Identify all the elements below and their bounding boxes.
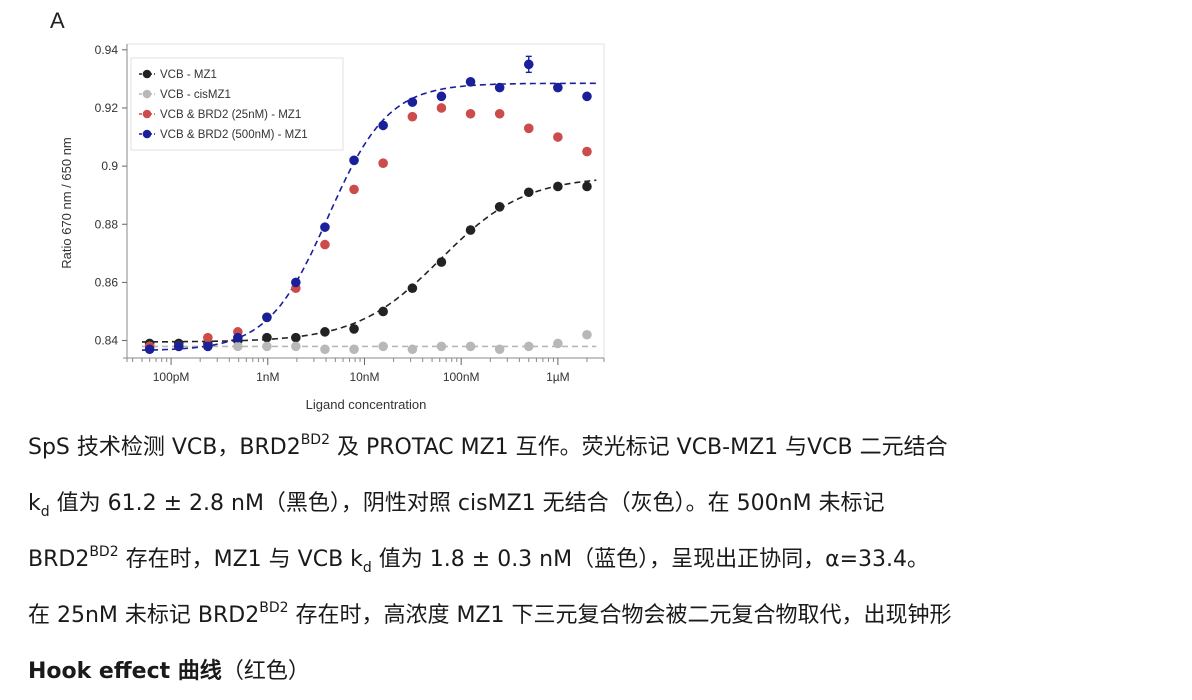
data-point-vcb-cismz1: [378, 341, 388, 352]
data-point-vcb-mz1: [320, 327, 330, 337]
data-point-vcb-brd2-500nm-mz1: [465, 76, 476, 87]
data-point-vcb-brd2-25nm-mz1: [436, 103, 447, 113]
caption-line-3: BRD2BD2 存在时，MZ1 与 VCB kd 值为 1.8 ± 0.3 nM…: [28, 544, 930, 576]
data-point-vcb-brd2-25nm-mz1: [203, 332, 213, 343]
figure-caption: SpS 技术检测 VCB，BRD2BD2 及 PROTAC MZ1 互作。荧光标…: [28, 420, 1178, 700]
data-point-vcb-brd2-500nm-mz1: [407, 97, 418, 107]
legend-swatch-marker: [142, 109, 152, 119]
data-point-vcb-brd2-500nm-mz1: [349, 155, 359, 166]
data-point-vcb-brd2-500nm-mz1: [582, 91, 592, 102]
dose-response-chart: 0.84 0.86 0.88 0.9 0.92 0.94 100pM 1nM 10nM 100nM…: [59, 43, 605, 412]
data-point-vcb-brd2-25nm-mz1: [349, 184, 359, 195]
data-point-vcb-mz1: [436, 257, 447, 267]
data-point-vcb-cismz1: [233, 341, 243, 352]
data-point-vcb-brd2-500nm-mz1: [494, 82, 505, 93]
caption-line-1: SpS 技术检测 VCB，BRD2BD2 及 PROTAC MZ1 互作。荧光标…: [28, 432, 948, 460]
legend-swatch-marker: [142, 129, 152, 139]
data-point-vcb-cismz1: [320, 344, 330, 355]
data-point-vcb-brd2-500nm-mz1: [203, 341, 213, 352]
fit-curve-vcb-brd2-500nm-mz1: [141, 82, 597, 351]
data-point-vcb-brd2-500nm-mz1: [553, 82, 563, 93]
data-point-vcb-brd2-500nm-mz1: [144, 344, 155, 355]
data-point-vcb-cismz1: [553, 338, 563, 349]
legend-label: VCB & BRD2 (25nM) - MZ1: [160, 109, 301, 121]
data-point-vcb-cismz1: [494, 344, 505, 355]
data-point-vcb-brd2-25nm-mz1: [378, 158, 388, 169]
caption-line-5: Hook effect 曲线（红色）: [28, 659, 310, 684]
data-point-vcb-mz1: [407, 283, 418, 294]
caption-line-4: 在 25nM 未标记 BRD2BD2 存在时，高浓度 MZ1 下三元复合物会被二…: [28, 600, 952, 628]
data-point-vcb-mz1: [523, 187, 534, 198]
y-axis-label: Ratio 670 nm / 650 nm: [59, 137, 74, 269]
data-point-vcb-mz1: [378, 306, 388, 317]
x-tick-label: 1µM: [546, 370, 570, 384]
data-point-vcb-brd2-25nm-mz1: [320, 239, 330, 250]
data-point-vcb-cismz1: [523, 341, 534, 352]
data-point-vcb-cismz1: [262, 341, 272, 352]
x-tick-label: 10nM: [349, 370, 379, 384]
panel-label: A: [50, 8, 65, 33]
y-tick-label: 0.88: [95, 217, 119, 231]
data-point-vcb-brd2-500nm-mz1: [291, 277, 301, 288]
data-point-vcb-brd2-500nm-mz1: [378, 120, 388, 131]
data-point-vcb-mz1: [465, 225, 476, 235]
y-tick-label: 0.92: [95, 101, 119, 115]
data-point-vcb-brd2-500nm-mz1: [436, 91, 447, 102]
data-point-vcb-cismz1: [582, 329, 592, 340]
legend-box: [130, 57, 344, 151]
data-point-vcb-mz1: [291, 332, 301, 343]
y-tick-label: 0.84: [95, 334, 119, 348]
legend-label: VCB - MZ1: [160, 69, 217, 81]
data-point-vcb-brd2-500nm-mz1: [173, 341, 184, 352]
legend-label: VCB & BRD2 (500nM) - MZ1: [160, 129, 308, 141]
data-point-vcb-brd2-25nm-mz1: [523, 123, 534, 134]
data-point-vcb-mz1: [582, 181, 592, 192]
y-tick-label: 0.86: [95, 275, 119, 289]
data-point-vcb-cismz1: [436, 341, 447, 352]
data-point-vcb-mz1: [349, 324, 359, 334]
data-point-vcb-cismz1: [465, 341, 476, 352]
x-axis-label: Ligand concentration: [306, 397, 427, 412]
y-tick-label: 0.94: [95, 43, 119, 57]
data-point-vcb-brd2-500nm-mz1: [233, 332, 243, 343]
data-point-vcb-mz1: [262, 332, 272, 343]
data-point-vcb-mz1: [553, 181, 563, 192]
data-point-vcb-cismz1: [349, 344, 359, 355]
data-point-vcb-brd2-25nm-mz1: [582, 146, 592, 157]
data-point-vcb-cismz1: [291, 341, 301, 352]
legend-label: VCB - cisMZ1: [160, 89, 231, 101]
x-tick-label: 100pM: [153, 370, 190, 384]
data-point-vcb-brd2-25nm-mz1: [407, 111, 418, 122]
caption-line-2: kd 值为 61.2 ± 2.8 nM（黑色），阴性对照 cisMZ1 无结合（…: [28, 491, 885, 520]
data-point-vcb-mz1: [494, 202, 505, 212]
legend-swatch-marker: [142, 69, 152, 79]
data-point-vcb-cismz1: [407, 344, 418, 355]
data-point-vcb-brd2-25nm-mz1: [494, 108, 505, 119]
x-tick-label: 100nM: [443, 370, 480, 384]
x-tick-label: 1nM: [256, 370, 279, 384]
data-point-vcb-brd2-25nm-mz1: [465, 108, 476, 119]
legend-swatch-marker: [142, 89, 152, 99]
data-point-vcb-brd2-500nm-mz1: [320, 222, 330, 232]
fit-curve-vcb-mz1: [142, 179, 597, 343]
data-point-vcb-brd2-25nm-mz1: [553, 132, 563, 142]
y-tick-label: 0.9: [101, 159, 118, 173]
data-point-vcb-brd2-500nm-mz1: [262, 312, 272, 323]
